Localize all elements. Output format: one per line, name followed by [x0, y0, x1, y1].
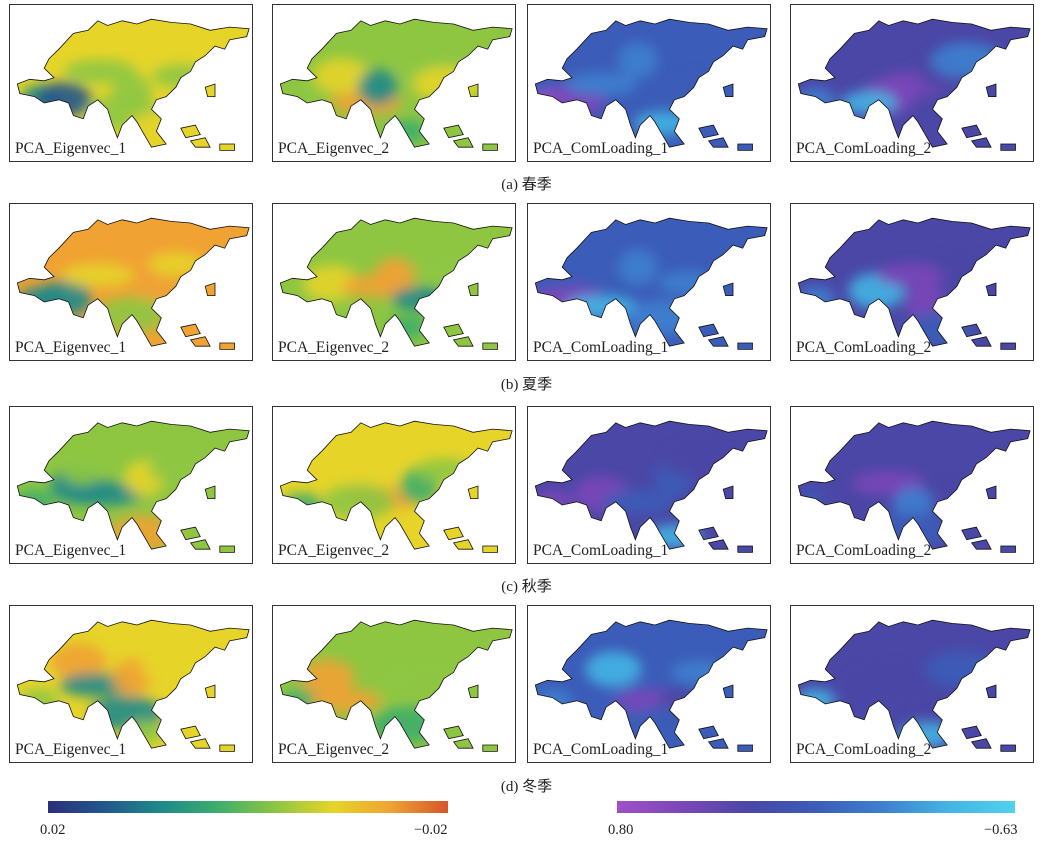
eurasia-map: [16, 619, 250, 752]
map-panel-r3-c0: PCA_Eigenvec_1: [9, 605, 253, 763]
map-panel-r1-c0: PCA_Eigenvec_1: [9, 203, 253, 361]
comloading-colorbar-max-label: −0.63: [984, 822, 1018, 838]
map-panel-r2-c2: PCA_ComLoading_1: [527, 406, 771, 564]
eurasia-map: [279, 420, 513, 553]
map-panel-r3-c3: PCA_ComLoading_2: [790, 605, 1034, 763]
panel-label: PCA_Eigenvec_1: [15, 140, 127, 157]
panel-label: PCA_Eigenvec_1: [15, 741, 127, 758]
eurasia-map: [279, 217, 513, 350]
panel-label: PCA_Eigenvec_2: [278, 140, 390, 157]
row-caption-0: (a) 春季: [501, 177, 552, 193]
map-panel-r3-c1: PCA_Eigenvec_2: [272, 605, 516, 763]
panel-label: PCA_ComLoading_1: [533, 741, 669, 758]
row-caption-2: (c) 秋季: [501, 579, 552, 595]
map-panel-r3-c2: PCA_ComLoading_1: [527, 605, 771, 763]
panel-label: PCA_Eigenvec_2: [278, 339, 390, 356]
eurasia-map: [534, 420, 768, 553]
eurasia-map: [534, 18, 768, 151]
eigenvec-colorbar-max-label: −0.02: [414, 822, 448, 838]
map-panel-r0-c3: PCA_ComLoading_2: [790, 4, 1034, 162]
comloading-colorbar-min-label: 0.80: [608, 822, 634, 838]
eurasia-map: [16, 420, 250, 553]
row-caption-1: (b) 夏季: [500, 377, 553, 393]
map-panel-r0-c2: PCA_ComLoading_1: [527, 4, 771, 162]
eurasia-map: [797, 619, 1031, 752]
map-panel-r2-c0: PCA_Eigenvec_1: [9, 406, 253, 564]
eurasia-map: [279, 619, 513, 752]
map-panel-r2-c3: PCA_ComLoading_2: [790, 406, 1034, 564]
panel-label: PCA_ComLoading_2: [796, 140, 932, 157]
panel-label: PCA_ComLoading_1: [533, 542, 669, 559]
eigenvec-colorbar: [48, 801, 448, 813]
row-caption-3: (d) 冬季: [500, 779, 553, 795]
map-panel-r1-c2: PCA_ComLoading_1: [527, 203, 771, 361]
panel-label: PCA_Eigenvec_1: [15, 339, 127, 356]
panel-label: PCA_Eigenvec_1: [15, 542, 127, 559]
map-panel-r0-c1: PCA_Eigenvec_2: [272, 4, 516, 162]
panel-label: PCA_ComLoading_2: [796, 542, 932, 559]
panel-label: PCA_Eigenvec_2: [278, 741, 390, 758]
eurasia-map: [797, 18, 1031, 151]
map-panel-r2-c1: PCA_Eigenvec_2: [272, 406, 516, 564]
eigenvec-colorbar-min-label: 0.02: [40, 822, 66, 838]
panel-label: PCA_Eigenvec_2: [278, 542, 390, 559]
eurasia-map: [534, 619, 768, 752]
map-panel-r1-c3: PCA_ComLoading_2: [790, 203, 1034, 361]
eurasia-map: [797, 217, 1031, 350]
panel-label: PCA_ComLoading_2: [796, 339, 932, 356]
map-panel-r1-c1: PCA_Eigenvec_2: [272, 203, 516, 361]
panel-label: PCA_ComLoading_1: [533, 140, 669, 157]
eurasia-map: [534, 217, 768, 350]
eurasia-map: [16, 18, 250, 151]
eurasia-map: [797, 420, 1031, 553]
panel-label: PCA_ComLoading_2: [796, 741, 932, 758]
map-panel-r0-c0: PCA_Eigenvec_1: [9, 4, 253, 162]
comloading-colorbar: [617, 801, 1015, 813]
eurasia-map: [16, 217, 250, 350]
panel-label: PCA_ComLoading_1: [533, 339, 669, 356]
eurasia-map: [279, 18, 513, 151]
